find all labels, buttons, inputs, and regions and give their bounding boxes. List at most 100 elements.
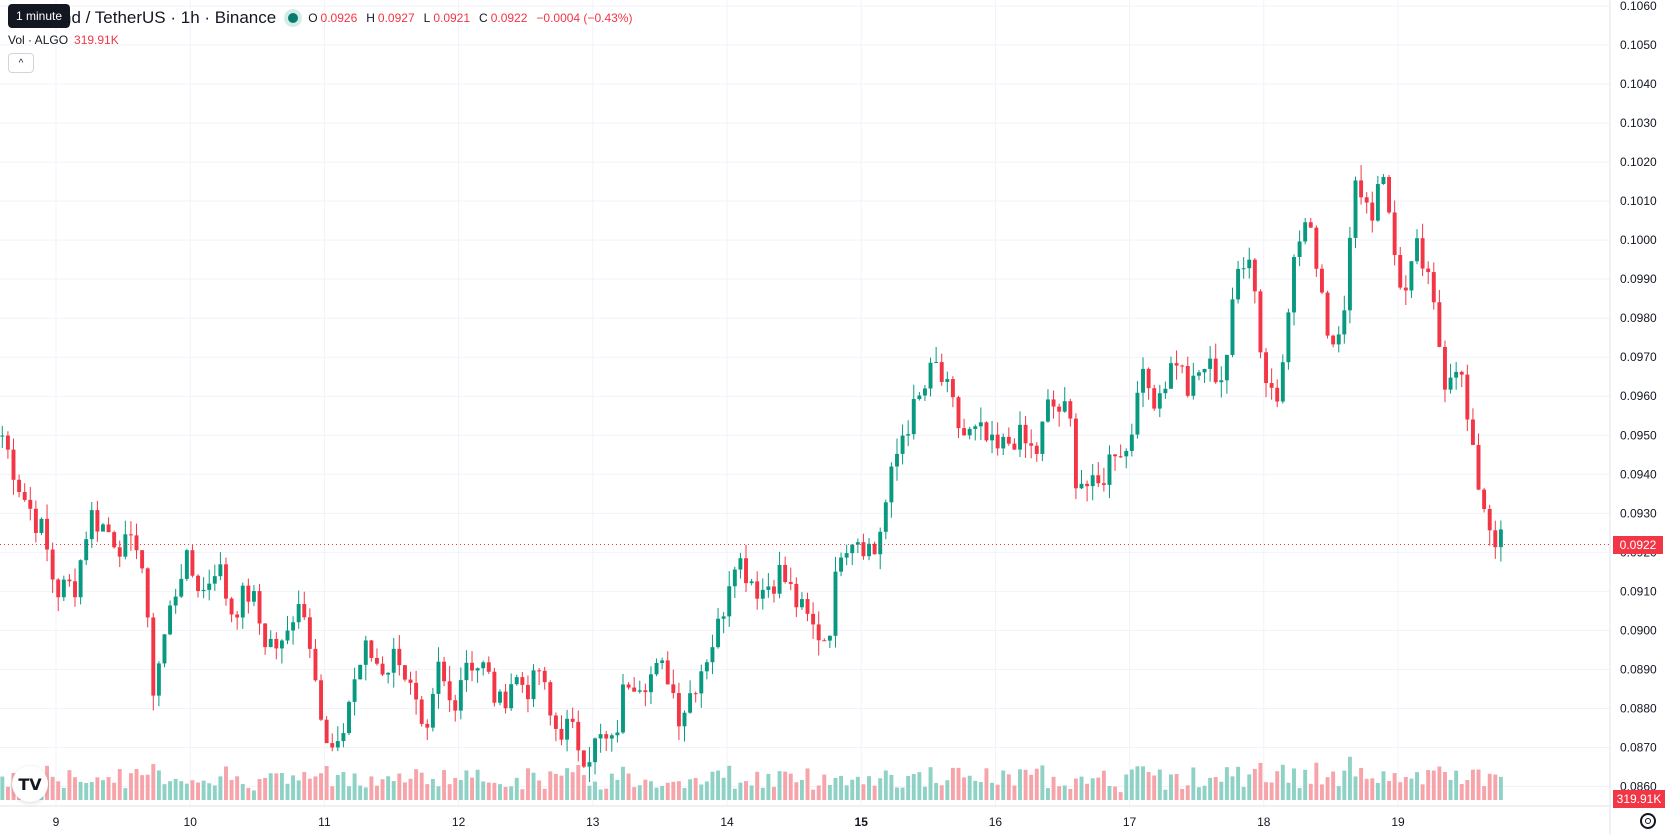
volume-bar [1415,772,1419,800]
volume-bar [1174,774,1179,800]
volume-bar [268,773,273,800]
candle-body [984,422,989,441]
candle-body [604,734,609,739]
volume-bar [168,781,173,800]
volume-bar [749,785,754,800]
candle-body [1392,212,1397,256]
candle-body [268,638,273,648]
candle-body [1034,445,1039,454]
volume-bar [1230,776,1235,800]
volume-bar [704,781,709,800]
volume-bar [895,787,899,800]
y-tick-label: 0.0970 [1620,350,1657,364]
candle-body [436,661,441,694]
candle-body [184,550,189,579]
volume-bar [458,779,463,800]
volume-bar [1068,788,1073,800]
volume-bar [84,782,89,800]
volume-bar [928,767,933,800]
volume-bar [408,778,413,800]
volume-bar [162,784,167,800]
settings-icon[interactable] [1640,813,1656,829]
volume-bar [626,773,631,800]
volume-bar [470,777,474,800]
candle-body [1219,380,1224,383]
change-value: −0.0004 (−0.43%) [536,11,633,25]
candle-body [1498,529,1503,548]
volume-bar [777,771,782,800]
candle-body [73,581,77,598]
volume-bar [1062,785,1067,800]
volume-bar [73,777,77,800]
candle-body [1085,483,1090,487]
candle-body [296,604,301,623]
candle-body [453,700,458,711]
candle-body [1157,393,1162,409]
candle-body [162,634,167,664]
candle-body [1426,268,1431,273]
collapse-legend-button[interactable]: ^ [8,53,34,73]
volume-bar [559,775,564,800]
volume-bar [1023,769,1028,800]
candle-body [419,699,424,724]
volume-bar [156,770,161,800]
volume-bar [1141,766,1145,800]
candle-body [822,640,827,642]
volume-bar [676,781,681,800]
candle-body [380,663,385,675]
candle-body [324,719,329,744]
volume-bar [229,780,234,800]
tradingview-logo-icon[interactable]: TV [12,766,48,802]
y-tick-label: 0.0900 [1620,623,1657,637]
volume-bar [1398,782,1403,800]
x-tick-label: 9 [53,815,60,829]
candle-body [475,668,480,671]
candle-body [1286,312,1291,363]
volume-bar [1169,774,1173,800]
candle-body [179,578,184,597]
candle-body [1068,401,1073,419]
volume-bar [173,778,178,800]
candle-body [1090,475,1095,487]
candle-body [738,558,743,570]
candle-body [883,502,888,532]
volume-bar [621,766,625,800]
candle-body [39,518,44,533]
candle-body [11,449,16,480]
y-tick-label: 0.0950 [1620,428,1657,442]
volume-bar [145,774,150,800]
candle-body [1314,227,1319,269]
candle-body [1342,310,1347,335]
volume-legend: Vol · ALGO 319.91K [8,33,119,47]
candle-body [799,599,804,608]
candle-body [1129,434,1134,451]
candle-body [995,434,1000,449]
volume-bar [1280,764,1285,800]
volume-bar [319,773,324,800]
candle-body [609,735,614,739]
high-key: H [366,11,375,25]
volume-bar [430,779,435,800]
volume-bar [990,782,995,800]
candle-body [710,647,715,663]
volume-bar [1482,786,1487,800]
volume-bar [235,776,240,800]
candle-body [1029,443,1034,446]
candle-body [1191,375,1196,396]
x-tick-label: 18 [1257,815,1271,829]
candle-body [1459,371,1464,375]
candle-body [1454,371,1459,378]
x-tick-label: 17 [1123,815,1137,829]
volume-bar [816,785,821,800]
candle-body [911,398,916,435]
candle-body [1470,419,1475,445]
market-status-dot [288,13,299,23]
candle-body [168,605,173,635]
open-value: 0.0926 [320,11,358,25]
candle-body [302,604,307,618]
candle-body [1325,292,1330,336]
candle-body [1443,346,1447,390]
volume-bar [347,786,351,800]
symbol-title[interactable]: nd / TetherUS · 1h · Binance [62,8,277,27]
